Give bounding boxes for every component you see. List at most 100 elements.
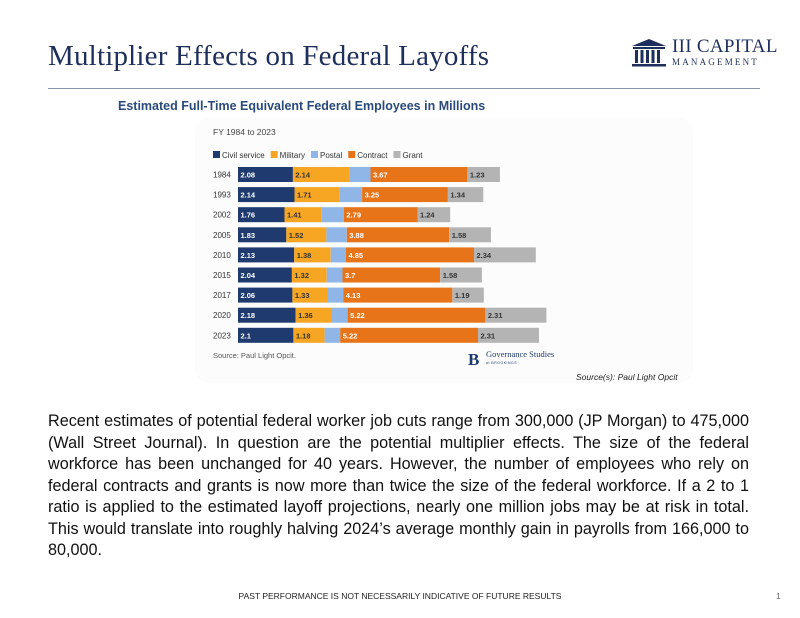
bar-2023-postal bbox=[324, 327, 341, 343]
data-label-2015-civil-service: 2.04 bbox=[241, 271, 256, 280]
category-label-2020: 2020 bbox=[213, 311, 231, 320]
bar-2010-postal bbox=[330, 247, 346, 263]
data-label-1993-civil-service: 2.14 bbox=[241, 191, 256, 200]
bar-1984-civil-service bbox=[238, 167, 293, 182]
data-label-2010-grant: 2.34 bbox=[477, 251, 492, 260]
page-number: 1 bbox=[776, 591, 781, 601]
bar-1993-grant bbox=[447, 187, 484, 203]
bar-1984-postal bbox=[349, 167, 371, 182]
data-label-1984-contract: 3.67 bbox=[373, 171, 388, 180]
bar-2005-civil-service bbox=[238, 227, 287, 243]
bar-2015-contract bbox=[342, 267, 441, 283]
category-label-2017: 2017 bbox=[213, 291, 231, 300]
title-divider bbox=[48, 88, 760, 89]
data-label-2017-grant: 1.19 bbox=[455, 291, 470, 300]
legend-swatch-3 bbox=[348, 151, 356, 158]
legend-label-4: Grant bbox=[402, 151, 423, 160]
bar-2010-military bbox=[294, 247, 331, 263]
data-label-2002-grant: 1.24 bbox=[420, 211, 435, 220]
brand-mark: B bbox=[468, 350, 479, 369]
stacked-bar-chart: FY 1984 to 2023 Civil service Military Post… bbox=[213, 127, 554, 369]
bar-2005-military bbox=[286, 227, 327, 243]
bar-2017-contract bbox=[343, 287, 453, 303]
bar-1984-grant bbox=[467, 167, 500, 182]
legend-swatch-4 bbox=[393, 151, 401, 158]
company-logo: III CAPITAL MANAGEMENT bbox=[630, 36, 777, 76]
bar-2002-contract bbox=[343, 207, 418, 223]
data-label-2005-civil-service: 1.83 bbox=[241, 231, 256, 240]
chart-title: Estimated Full-Time Equivalent Federal E… bbox=[118, 99, 486, 113]
data-label-1984-military: 2.14 bbox=[295, 171, 310, 180]
bar-1993-contract bbox=[362, 187, 448, 203]
data-label-2005-military: 1.52 bbox=[289, 231, 304, 240]
data-label-2005-contract: 3.88 bbox=[349, 231, 364, 240]
data-label-2010-contract: 4.85 bbox=[349, 251, 364, 260]
bar-2015-military bbox=[291, 267, 327, 283]
bar-2017-civil-service bbox=[238, 287, 293, 303]
data-label-2023-military: 1.18 bbox=[296, 331, 311, 340]
bar-2002-postal bbox=[321, 207, 344, 223]
chart-source: Source: Paul Light Opcit. bbox=[213, 351, 296, 360]
data-label-2020-grant: 2.31 bbox=[488, 311, 503, 320]
building-columns-icon bbox=[632, 39, 666, 67]
logo-text-primary: III CAPITAL bbox=[672, 36, 778, 57]
data-label-2017-contract: 4.13 bbox=[346, 291, 361, 300]
bar-2023-grant bbox=[478, 327, 539, 343]
legend-label-0: Civil service bbox=[222, 151, 265, 160]
brand-subtitle: at BROOKINGS bbox=[486, 361, 517, 365]
legend-label-2: Postal bbox=[320, 151, 342, 160]
bar-2017-postal bbox=[327, 287, 344, 303]
category-label-2002: 2002 bbox=[213, 211, 231, 220]
bar-2020-military bbox=[295, 307, 332, 323]
body-paragraph: Recent estimates of potential federal wo… bbox=[48, 412, 749, 559]
bar-2005-contract bbox=[346, 227, 450, 243]
data-label-2020-civil-service: 2.18 bbox=[241, 311, 256, 320]
data-label-1993-grant: 1.34 bbox=[450, 191, 465, 200]
bar-2010-grant bbox=[474, 247, 536, 263]
bar-2002-civil-service bbox=[238, 207, 285, 223]
data-label-2015-grant: 1.58 bbox=[443, 271, 458, 280]
data-label-2002-military: 1.41 bbox=[287, 211, 302, 220]
bar-2023-contract bbox=[340, 327, 478, 343]
data-label-1984-grant: 1.23 bbox=[470, 171, 485, 180]
category-label-1993: 1993 bbox=[213, 191, 231, 200]
bar-2015-grant bbox=[440, 267, 482, 283]
data-label-2002-civil-service: 1.76 bbox=[241, 211, 256, 220]
legend-swatch-1 bbox=[270, 151, 278, 158]
legend-swatch-2 bbox=[311, 151, 319, 158]
data-label-2023-grant: 2.31 bbox=[481, 331, 496, 340]
data-label-2023-civil-service: 2.1 bbox=[241, 331, 251, 340]
bar-2023-military bbox=[293, 327, 325, 343]
source-note: Source(s): Paul Light Opcit bbox=[576, 372, 678, 382]
data-label-2005-grant: 1.58 bbox=[452, 231, 467, 240]
bar-2020-civil-service bbox=[238, 307, 296, 323]
bar-2015-postal bbox=[326, 267, 343, 283]
bar-1984-contract bbox=[370, 167, 468, 182]
slide-title: Multiplier Effects on Federal Layoffs bbox=[48, 40, 490, 72]
data-label-2023-contract: 5.22 bbox=[343, 331, 358, 340]
bar-2005-grant bbox=[449, 227, 491, 243]
category-label-2010: 2010 bbox=[213, 251, 231, 260]
data-label-2017-military: 1.33 bbox=[295, 291, 310, 300]
data-label-2015-military: 1.32 bbox=[294, 271, 309, 280]
bar-2015-civil-service bbox=[238, 267, 292, 283]
data-label-1984-civil-service: 2.08 bbox=[241, 171, 256, 180]
bar-2020-postal bbox=[331, 307, 348, 323]
data-label-2017-civil-service: 2.06 bbox=[241, 291, 256, 300]
data-label-2010-military: 1.38 bbox=[297, 251, 312, 260]
bar-1993-civil-service bbox=[238, 187, 295, 203]
bar-2002-grant bbox=[417, 207, 451, 223]
bar-2010-civil-service bbox=[238, 247, 295, 263]
legend-label-3: Contract bbox=[357, 151, 388, 160]
legend-swatch-0 bbox=[213, 151, 220, 158]
bar-2020-grant bbox=[485, 307, 547, 323]
category-label-2005: 2005 bbox=[213, 231, 231, 240]
bar-1984-military bbox=[292, 167, 350, 182]
category-label-2023: 2023 bbox=[213, 331, 231, 340]
logo-text-secondary: MANAGEMENT bbox=[672, 57, 759, 67]
category-label-1984: 1984 bbox=[213, 171, 231, 180]
data-label-2020-military: 1.36 bbox=[298, 311, 313, 320]
chart-subtitle: FY 1984 to 2023 bbox=[213, 127, 276, 137]
category-label-2015: 2015 bbox=[213, 271, 231, 280]
data-label-2015-contract: 3.7 bbox=[345, 271, 355, 280]
